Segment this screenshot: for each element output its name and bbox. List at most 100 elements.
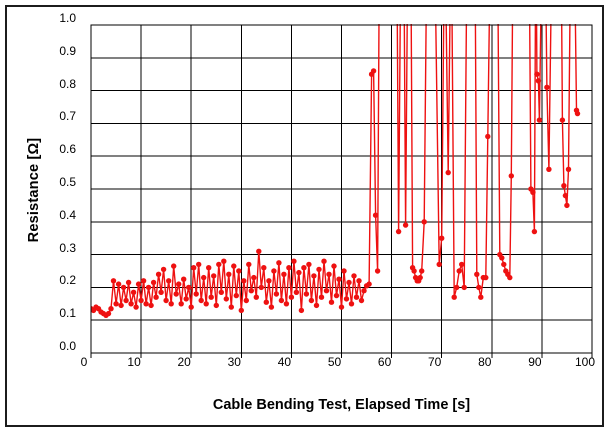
data-point xyxy=(358,297,365,304)
data-point xyxy=(218,289,224,295)
data-point xyxy=(158,289,164,295)
data-point xyxy=(140,278,147,284)
y-tick-label: 0.3 xyxy=(59,240,76,255)
data-point xyxy=(168,301,174,307)
data-point xyxy=(419,268,425,274)
data-point xyxy=(445,169,451,176)
data-point xyxy=(356,278,362,284)
data-point xyxy=(291,258,297,264)
data-point xyxy=(133,304,139,310)
data-point xyxy=(233,292,239,299)
data-point xyxy=(341,268,347,274)
data-point xyxy=(534,71,540,77)
data-point xyxy=(238,307,244,314)
x-tick-label: 70 xyxy=(428,355,442,369)
data-point xyxy=(296,269,302,276)
plot-svg xyxy=(90,24,593,358)
data-point xyxy=(530,189,536,195)
data-point xyxy=(411,268,417,274)
y-tick-label: 0.2 xyxy=(59,273,76,288)
data-point xyxy=(273,291,280,297)
data-point xyxy=(559,117,566,123)
data-point xyxy=(402,222,409,228)
data-point xyxy=(476,284,482,291)
data-point xyxy=(211,273,217,279)
x-tick-label: 30 xyxy=(227,355,241,369)
data-point xyxy=(115,281,122,287)
x-tick-label: 0 xyxy=(80,355,88,369)
data-point xyxy=(143,301,149,307)
data-point xyxy=(456,268,462,274)
data-point xyxy=(155,271,162,277)
data-point xyxy=(231,263,237,269)
data-point xyxy=(183,296,189,302)
data-point xyxy=(171,263,177,269)
data-point xyxy=(306,261,312,268)
data-point xyxy=(417,274,423,281)
x-tick-label: 100 xyxy=(574,355,596,369)
data-point xyxy=(451,294,457,300)
data-point xyxy=(561,183,567,189)
y-tick-label: 0.6 xyxy=(59,142,76,157)
x-tick-label: 50 xyxy=(327,355,342,369)
y-tick-label: 0.7 xyxy=(59,109,76,124)
data-point xyxy=(108,306,114,312)
y-tick-label: 0.4 xyxy=(59,207,76,222)
data-point xyxy=(110,278,117,284)
data-point xyxy=(507,274,513,281)
y-tick-label: 0.8 xyxy=(59,76,76,91)
data-point xyxy=(160,266,167,273)
data-point xyxy=(166,278,172,284)
data-point xyxy=(128,301,134,307)
data-point xyxy=(113,301,119,307)
data-point xyxy=(135,281,142,287)
data-point xyxy=(263,299,269,305)
data-point xyxy=(188,304,194,310)
data-point xyxy=(474,271,480,277)
data-point xyxy=(303,291,310,297)
x-tick-label: 10 xyxy=(127,355,141,369)
data-point xyxy=(574,110,581,117)
data-point xyxy=(326,271,332,277)
data-point xyxy=(323,288,330,294)
data-point xyxy=(125,279,132,286)
data-point xyxy=(178,301,184,307)
data-point xyxy=(565,166,572,172)
data-point xyxy=(191,265,197,271)
data-point xyxy=(421,219,427,225)
data-point xyxy=(546,166,552,172)
plot-area xyxy=(90,24,593,358)
data-point xyxy=(266,278,272,284)
data-point xyxy=(181,276,187,282)
data-point xyxy=(201,274,207,281)
data-point xyxy=(336,276,342,282)
data-point xyxy=(461,284,467,291)
data-point xyxy=(248,288,254,294)
data-point xyxy=(313,302,320,309)
data-point xyxy=(130,289,137,295)
data-point xyxy=(485,133,491,140)
data-point xyxy=(478,294,484,300)
data-point xyxy=(206,265,212,271)
data-point xyxy=(348,301,355,307)
data-point xyxy=(374,268,381,274)
data-point xyxy=(268,304,275,310)
data-point xyxy=(321,258,327,264)
data-point xyxy=(145,284,152,291)
data-point xyxy=(508,173,514,179)
data-point xyxy=(351,273,357,279)
data-point xyxy=(241,278,247,284)
data-point xyxy=(483,274,489,281)
data-point xyxy=(333,292,340,299)
data-point xyxy=(308,297,315,304)
data-point xyxy=(301,265,307,271)
data-point xyxy=(346,279,352,286)
data-point xyxy=(459,261,465,268)
data-point xyxy=(243,297,249,304)
x-tick-label: 80 xyxy=(478,355,492,369)
data-point xyxy=(366,281,372,287)
data-point xyxy=(153,294,159,300)
data-point xyxy=(226,271,232,277)
data-point xyxy=(148,302,154,309)
